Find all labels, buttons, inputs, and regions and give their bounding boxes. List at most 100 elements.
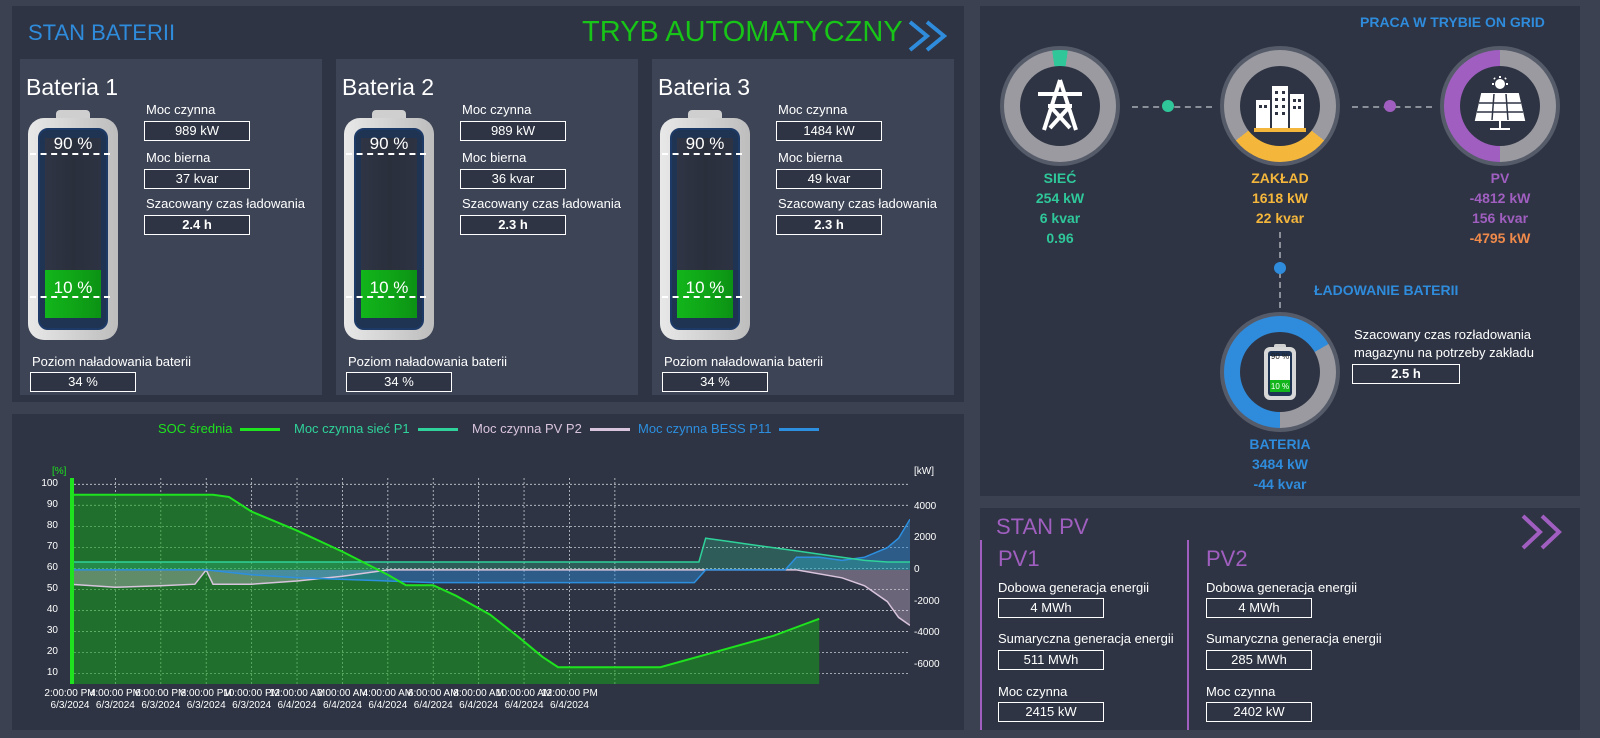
legend-pv[interactable]: Moc czynna PV P2	[472, 421, 630, 436]
x-tick-date: 6/3/2024	[141, 700, 181, 711]
x-tick-date: 6/3/2024	[95, 700, 135, 711]
reactive-power-value: 36 kvar	[460, 169, 566, 189]
pv-flow-dot	[1384, 100, 1396, 112]
y-left-tick: 10	[46, 667, 58, 679]
x-tick: 4:00:00 AM 6/4/2024	[348, 688, 428, 712]
soc-start-bar	[70, 478, 74, 684]
mini-battery-upper: 90 %	[1270, 352, 1290, 361]
solar-panel-icon	[1472, 76, 1528, 134]
x-tick: 2:00:00 PM 6/3/2024	[30, 688, 110, 712]
x-tick-date: 6/3/2024	[232, 700, 272, 711]
battery-upper-threshold: 90 %	[685, 134, 725, 153]
soc-area	[70, 494, 820, 684]
grid-name: SIEĆ	[1043, 170, 1077, 186]
plant-values: ZAKŁAD 1618 kW 22 kvar	[1220, 168, 1340, 228]
siec-area	[70, 538, 910, 570]
x-tick-time: 4:00:00 PM	[89, 688, 141, 699]
charge-time-value: 2.3 h	[460, 215, 566, 235]
legend-soc[interactable]: SOC średnia	[158, 421, 281, 436]
grid-power-factor: 0.96	[1046, 230, 1074, 246]
x-tick: 10:00:00 PM 6/3/2024	[212, 688, 292, 712]
x-tick-time: 6:00:00 PM	[135, 688, 187, 699]
legend-bess-label: Moc czynna BESS P11	[638, 421, 772, 436]
battery-charging-label: ŁADOWANIE BATERII	[1314, 282, 1459, 298]
discharge-time-value: 2.5 h	[1352, 364, 1460, 384]
battery-title: Bateria 1	[26, 74, 119, 100]
reactive-power-value: 49 kvar	[776, 169, 882, 189]
x-tick-time: 6:00:00 AM	[407, 688, 459, 699]
legend-siec-label: Moc czynna sieć P1	[294, 421, 410, 436]
legend-soc-label: SOC średnia	[158, 421, 233, 436]
battery-lower-threshold: 10 %	[685, 278, 725, 297]
x-tick-date: 6/4/2024	[504, 700, 544, 711]
y-right-tick: -6000	[914, 658, 940, 670]
y-left-tick: 90	[46, 499, 58, 511]
legend-bess[interactable]: Moc czynna BESS P11	[638, 421, 820, 436]
pv-area	[70, 569, 910, 626]
reactive-power-value: 37 kvar	[144, 169, 250, 189]
plant-name: ZAKŁAD	[1251, 170, 1309, 186]
y-left-tick: 60	[46, 562, 58, 574]
charge-time-label: Szacowany czas ładowania	[462, 196, 621, 211]
battery-lower-threshold: 10 %	[53, 278, 93, 297]
grid-values: SIEĆ 254 kW 6 kvar 0.96	[1000, 168, 1120, 248]
y-left-tick: 40	[46, 604, 58, 616]
x-tick-date: 6/4/2024	[322, 700, 362, 711]
legend-bess-swatch	[779, 428, 820, 432]
x-tick-time: 10:00:00 PM	[223, 688, 280, 699]
pv-double-chevron-right-icon[interactable]	[1520, 512, 1570, 552]
legend-siec[interactable]: Moc czynna sieć P1	[294, 421, 458, 436]
charge-level-value: 34 %	[346, 372, 452, 392]
battery-status-title: STAN BATERII	[28, 20, 176, 45]
double-chevron-right-icon[interactable]	[907, 18, 957, 54]
reactive-power-label: Moc bierna	[462, 150, 527, 165]
battery-active-power: 3484 kW	[1251, 456, 1309, 472]
active-power-value: 1484 kW	[776, 121, 882, 141]
y-left-tick: 80	[46, 520, 58, 532]
x-tick-date: 6/4/2024	[413, 700, 453, 711]
x-tick: 2:00:00 AM 6/4/2024	[302, 688, 382, 712]
bess-line	[70, 518, 910, 584]
y-right-tick: -4000	[914, 627, 940, 639]
active-power-value: 989 kW	[460, 121, 566, 141]
pv-unit-title: PV2	[1206, 546, 1248, 571]
battery-icon: 90 % 10 %	[344, 110, 434, 340]
x-tick: 6:00:00 AM 6/4/2024	[393, 688, 473, 712]
daily-generation-label: Dobowa generacja energii	[998, 580, 1150, 595]
charge-time-value: 2.4 h	[144, 215, 250, 235]
pv-status-title: STAN PV	[996, 514, 1089, 539]
plant-active-power: 1618 kW	[1251, 190, 1309, 206]
charge-time-label: Szacowany czas ładowania	[146, 196, 305, 211]
active-power-value: 989 kW	[144, 121, 250, 141]
y-left-tick: 50	[46, 583, 58, 595]
pv-reactive-power: 156 kvar	[1471, 210, 1529, 226]
x-tick: 12:00:00 PM 6/4/2024	[529, 688, 609, 712]
grid-reactive-power: 6 kvar	[1039, 210, 1081, 226]
x-tick-date: 6/3/2024	[50, 700, 90, 711]
pv-active-power-label: Moc czynna	[998, 684, 1068, 699]
x-tick: 6:00:00 PM 6/3/2024	[121, 688, 201, 712]
pv-status-panel	[980, 508, 1580, 730]
reactive-power-label: Moc bierna	[146, 150, 211, 165]
daily-generation-label: Dobowa generacja energii	[1206, 580, 1358, 595]
factory-buildings-icon	[1252, 78, 1308, 134]
grid-flow-dot	[1162, 100, 1174, 112]
battery-upper-threshold: 90 %	[53, 134, 93, 153]
charge-level-label: Poziom naładowania baterii	[664, 354, 823, 369]
x-tick-time: 8:00:00 PM	[180, 688, 232, 699]
x-tick: 10:00:00 AM 6/4/2024	[484, 688, 564, 712]
y-left-tick: 100	[41, 478, 58, 490]
x-tick-time: 2:00:00 AM	[317, 688, 368, 699]
power-tower-icon	[1034, 76, 1086, 134]
total-generation-value: 285 MWh	[1206, 650, 1312, 670]
x-tick-time: 12:00:00 AM	[268, 688, 326, 699]
charge-level-value: 34 %	[662, 372, 768, 392]
battery-icon: 90 % 10 %	[660, 110, 750, 340]
daily-generation-value: 4 MWh	[1206, 598, 1312, 618]
soc-power-chart[interactable]	[70, 478, 910, 684]
x-tick-date: 6/4/2024	[549, 700, 589, 711]
battery-values: BATERIA 3484 kW -44 kvar	[1220, 434, 1340, 494]
grid-active-power: 254 kW	[1035, 190, 1085, 206]
reactive-power-label: Moc bierna	[778, 150, 843, 165]
pv-line	[70, 568, 910, 627]
